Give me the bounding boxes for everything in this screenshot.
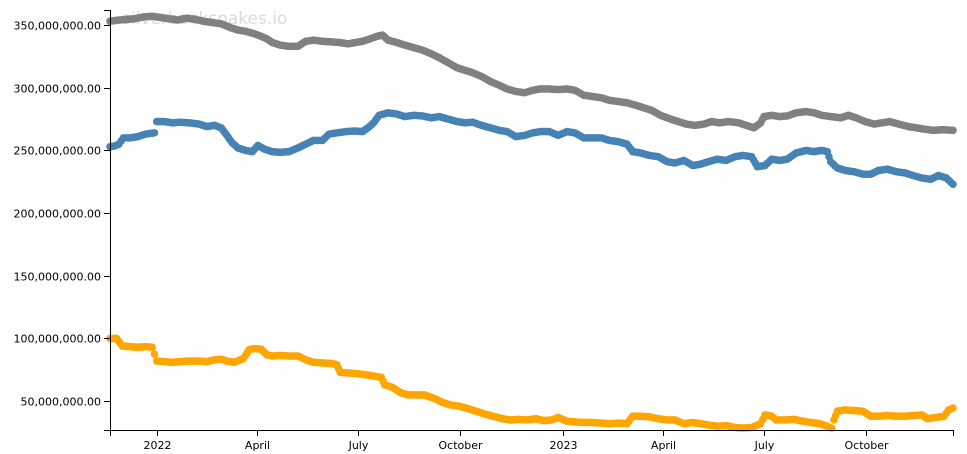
series-2 xyxy=(106,334,957,432)
y-tick-label: 300,000,000.00 xyxy=(14,83,101,96)
y-tick-label: 350,000,000.00 xyxy=(14,20,101,33)
series-1 xyxy=(106,109,957,189)
data-point-interp xyxy=(150,350,159,358)
x-tick-label: October xyxy=(438,439,482,452)
data-point xyxy=(150,129,159,137)
y-tick-label: 200,000,000.00 xyxy=(14,208,101,221)
y-axis-line xyxy=(104,10,111,431)
series-0 xyxy=(106,12,957,135)
x-tick-label: April xyxy=(245,439,270,452)
y-tick-label: 250,000,000.00 xyxy=(14,145,101,158)
y-tick-label: 100,000,000.00 xyxy=(14,333,101,346)
data-point xyxy=(949,180,957,189)
x-axis-line xyxy=(110,430,954,436)
data-point xyxy=(949,126,957,135)
data-point xyxy=(148,343,157,352)
x-tick-label: April xyxy=(651,439,676,452)
y-tick-label: 50,000,000.00 xyxy=(21,396,101,409)
x-tick-label: 2023 xyxy=(550,439,578,452)
y-tick-label: 150,000,000.00 xyxy=(14,271,101,284)
data-point xyxy=(949,404,957,412)
x-tick-label: 2022 xyxy=(144,439,172,452)
x-tick-label: July xyxy=(754,439,775,452)
x-tick-label: July xyxy=(348,439,369,452)
axes-layer: 50,000,000.00 100,000,000.00 150,000,000.0… xyxy=(14,10,954,452)
x-tick-label: October xyxy=(844,439,888,452)
series-layer xyxy=(106,12,957,432)
